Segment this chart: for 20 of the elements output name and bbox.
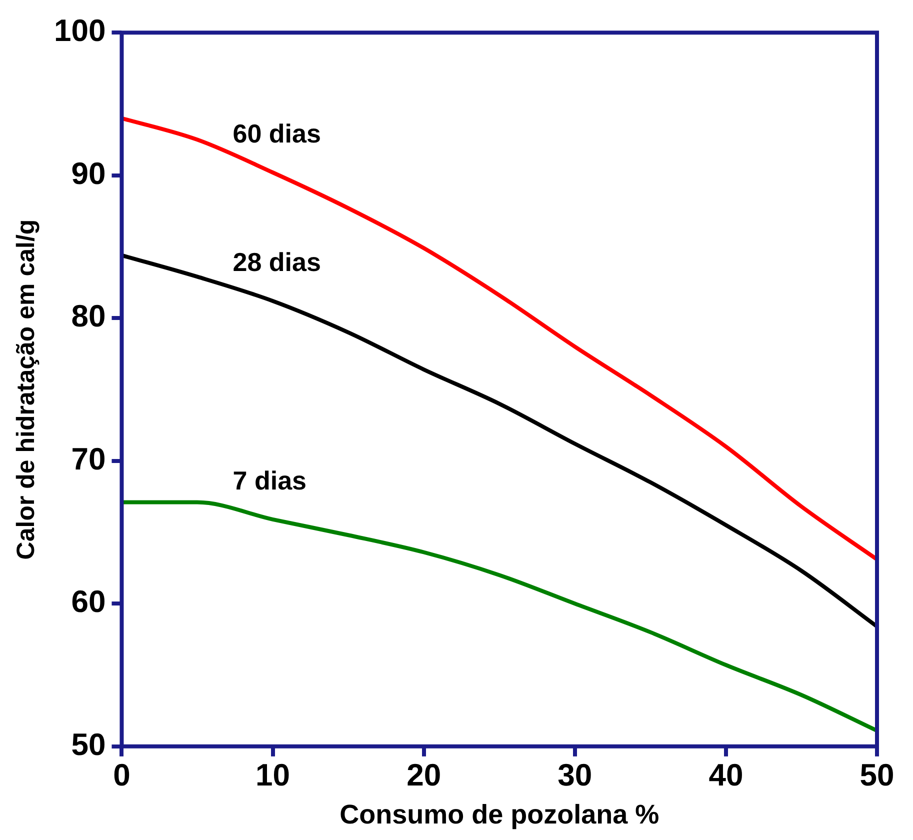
line-series xyxy=(122,253,877,628)
x-tick-label: 20 xyxy=(406,758,442,793)
y-tick-label: 100 xyxy=(54,13,106,48)
series-label: 7 dias xyxy=(232,466,306,496)
y-tick-label: 90 xyxy=(71,156,106,191)
line-series xyxy=(122,116,877,562)
series-label: 28 dias xyxy=(232,247,321,278)
line-series xyxy=(122,500,877,733)
y-tick-label: 50 xyxy=(71,726,106,762)
y-tick-label: 60 xyxy=(71,584,106,620)
x-tick-label: 50 xyxy=(860,758,894,793)
x-tick-label: 30 xyxy=(558,758,592,793)
x-tick-label: 10 xyxy=(256,758,290,793)
x-tick-label: 0 xyxy=(113,758,130,793)
x-tick-label: 40 xyxy=(708,758,744,793)
y-axis-title: Calor de hidratação em cal/g xyxy=(12,219,40,560)
y-tick-label: 70 xyxy=(71,441,106,476)
series-label: 60 dias xyxy=(232,118,321,149)
x-axis-title: Consumo de pozolana % xyxy=(340,799,660,830)
y-tick-label: 80 xyxy=(71,298,106,334)
